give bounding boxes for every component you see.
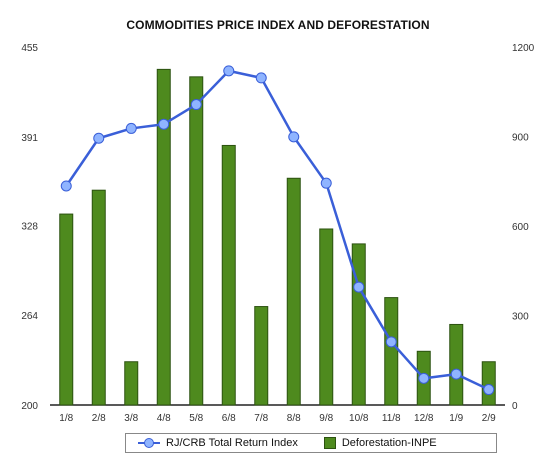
x-tick-label: 11/8 [382,413,401,424]
chart-title: COMMODITIES PRICE INDEX AND DEFORESTATIO… [126,18,430,32]
y-right-tick-label: 300 [512,312,529,323]
x-tick-label: 7/8 [254,413,268,424]
legend: RJ/CRB Total Return Index Deforestation-… [125,433,497,453]
legend-item-deforestation: Deforestation-INPE [323,437,437,449]
line-rj-crb [60,65,495,396]
bar-2-9 [481,361,496,406]
bar-10-8 [351,243,366,406]
x-tick-label: 10/8 [349,413,369,424]
x-tick-label: 2/8 [92,413,106,424]
y-left-tick-label: 264 [21,311,38,322]
point-2-8 [93,132,105,144]
x-tick-label: 2/9 [482,413,496,424]
y-left-tick-label: 200 [21,401,38,412]
x-tick-label: 5/8 [189,413,203,424]
bar-1-8 [59,213,74,406]
legend-bar-marker-icon [323,437,336,449]
y-right-tick-label: 0 [512,401,518,412]
y-right-tick-label: 600 [512,222,529,233]
point-3-8 [125,122,137,134]
x-tick-label: 9/8 [319,413,333,424]
point-4-8 [158,118,170,130]
point-1-8 [60,180,72,192]
point-6-8 [223,65,235,77]
bar-7-8 [254,306,269,406]
legend-label-deforestation: Deforestation-INPE [341,437,437,449]
x-tick-label: 4/8 [157,413,171,424]
y-left-tick-label: 391 [21,133,38,144]
point-10-8 [353,281,365,293]
bar-9-8 [319,228,334,406]
point-5-8 [190,99,202,111]
y-left-tick-label: 455 [21,43,38,54]
bar-4-8 [156,68,171,406]
point-1-9 [450,368,462,380]
bar-8-8 [286,177,301,406]
x-tick-label: 3/8 [124,413,138,424]
legend-item-rj-crb: RJ/CRB Total Return Index [138,437,298,449]
bar-2-8 [91,189,106,406]
legend-line-marker-icon [138,438,160,448]
x-tick-label: 1/9 [449,413,463,424]
series-line-rj-crb [65,69,490,391]
bar-1-9 [449,323,464,406]
x-tick-label: 6/8 [222,413,236,424]
bars-deforestation [59,68,496,406]
x-tick-label: 8/8 [287,413,301,424]
point-11-8 [385,336,397,348]
y-right-tick-label: 1200 [512,43,535,54]
tick-labels: 455 391 328 264 200 1200 900 600 300 0 1/8 2/8 3/8 4/… [21,43,534,424]
bar-11-8 [384,297,399,406]
point-2-9 [483,384,495,396]
point-8-8 [288,131,300,143]
x-tick-label: 12/8 [414,413,434,424]
point-7-8 [255,72,267,84]
x-tick-label: 1/8 [59,413,73,424]
bar-3-8 [124,361,139,406]
bar-5-8 [189,76,204,406]
point-12-8 [418,372,430,384]
y-right-tick-label: 900 [512,133,529,144]
bar-6-8 [221,144,236,406]
point-9-8 [320,177,332,189]
y-left-tick-label: 328 [21,221,38,232]
legend-label-rj-crb: RJ/CRB Total Return Index [166,437,298,449]
